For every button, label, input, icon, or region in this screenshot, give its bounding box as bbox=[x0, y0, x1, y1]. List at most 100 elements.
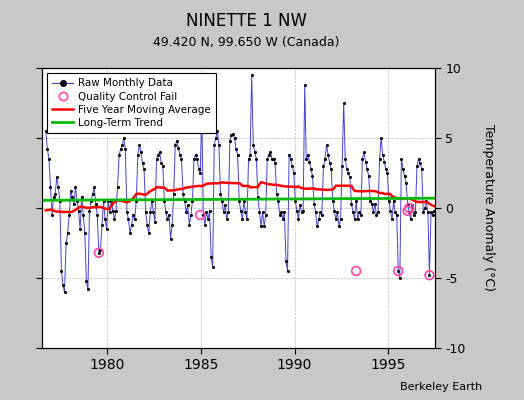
Point bbox=[367, 201, 376, 207]
Point bbox=[266, 149, 275, 155]
Point bbox=[378, 152, 387, 158]
Point bbox=[96, 247, 105, 253]
Point bbox=[429, 212, 437, 218]
Point bbox=[95, 250, 103, 256]
Point bbox=[141, 209, 150, 215]
Point bbox=[288, 163, 297, 169]
Point bbox=[411, 209, 420, 215]
Point bbox=[305, 158, 313, 165]
Point bbox=[159, 163, 167, 169]
Point bbox=[201, 222, 209, 228]
Point bbox=[407, 216, 415, 222]
Point bbox=[163, 216, 172, 222]
Point bbox=[308, 173, 316, 179]
Point bbox=[354, 216, 362, 222]
Point bbox=[63, 230, 72, 236]
Point bbox=[199, 212, 208, 218]
Point bbox=[280, 209, 289, 215]
Point bbox=[314, 216, 323, 222]
Point bbox=[209, 264, 217, 270]
Point bbox=[300, 82, 309, 88]
Point bbox=[399, 166, 407, 172]
Point bbox=[400, 173, 409, 179]
Point bbox=[115, 152, 123, 158]
Point bbox=[375, 156, 384, 162]
Point bbox=[413, 163, 421, 169]
Point bbox=[70, 201, 78, 207]
Point bbox=[101, 216, 110, 222]
Point bbox=[154, 152, 162, 158]
Point bbox=[54, 184, 62, 190]
Point bbox=[110, 216, 118, 222]
Point bbox=[74, 208, 83, 214]
Point bbox=[410, 212, 418, 218]
Point bbox=[65, 212, 73, 218]
Point bbox=[369, 209, 377, 215]
Point bbox=[405, 209, 413, 215]
Point bbox=[174, 145, 182, 151]
Point bbox=[374, 209, 382, 215]
Point bbox=[127, 222, 136, 228]
Point bbox=[344, 170, 353, 176]
Point bbox=[385, 198, 393, 204]
Point bbox=[41, 128, 50, 134]
Point bbox=[183, 202, 192, 208]
Point bbox=[84, 286, 92, 292]
Point bbox=[421, 205, 429, 211]
Point bbox=[352, 198, 361, 204]
Point bbox=[188, 198, 196, 204]
Point bbox=[132, 198, 140, 204]
Point bbox=[405, 205, 413, 211]
Point bbox=[370, 201, 379, 207]
Point bbox=[210, 142, 219, 148]
Point bbox=[299, 208, 307, 214]
Point bbox=[216, 191, 225, 197]
Point bbox=[279, 216, 287, 222]
Point bbox=[235, 198, 243, 204]
Point bbox=[123, 209, 131, 215]
Point bbox=[293, 208, 301, 214]
Point bbox=[172, 138, 181, 144]
Point bbox=[392, 212, 401, 218]
Point bbox=[168, 222, 176, 228]
Point bbox=[92, 201, 100, 207]
Point bbox=[51, 191, 59, 197]
Point bbox=[223, 216, 231, 222]
Point bbox=[239, 198, 248, 204]
Point bbox=[116, 146, 125, 152]
Point bbox=[319, 163, 328, 169]
Point bbox=[169, 191, 178, 197]
Point bbox=[287, 156, 295, 162]
Point bbox=[347, 201, 356, 207]
Text: NINETTE 1 NW: NINETTE 1 NW bbox=[186, 12, 307, 30]
Point bbox=[89, 191, 97, 197]
Point bbox=[380, 158, 388, 165]
Point bbox=[246, 152, 254, 158]
Point bbox=[129, 212, 137, 218]
Point bbox=[396, 275, 404, 281]
Point bbox=[231, 135, 239, 141]
Point bbox=[146, 209, 155, 215]
Point bbox=[71, 184, 80, 190]
Point bbox=[185, 222, 193, 228]
Point bbox=[419, 209, 428, 215]
Point bbox=[215, 142, 223, 148]
Point bbox=[157, 160, 166, 166]
Point bbox=[360, 149, 368, 155]
Point bbox=[196, 212, 204, 218]
Point bbox=[363, 166, 372, 172]
Point bbox=[329, 198, 337, 204]
Point bbox=[76, 226, 84, 232]
Point bbox=[224, 209, 233, 215]
Point bbox=[389, 198, 398, 204]
Point bbox=[257, 223, 265, 229]
Text: 49.420 N, 99.650 W (Canada): 49.420 N, 99.650 W (Canada) bbox=[153, 36, 340, 49]
Point bbox=[46, 184, 54, 190]
Point bbox=[247, 72, 256, 78]
Point bbox=[207, 254, 215, 260]
Point bbox=[148, 198, 156, 204]
Point bbox=[213, 128, 222, 134]
Point bbox=[285, 152, 293, 158]
Point bbox=[68, 194, 77, 200]
Point bbox=[119, 135, 128, 141]
